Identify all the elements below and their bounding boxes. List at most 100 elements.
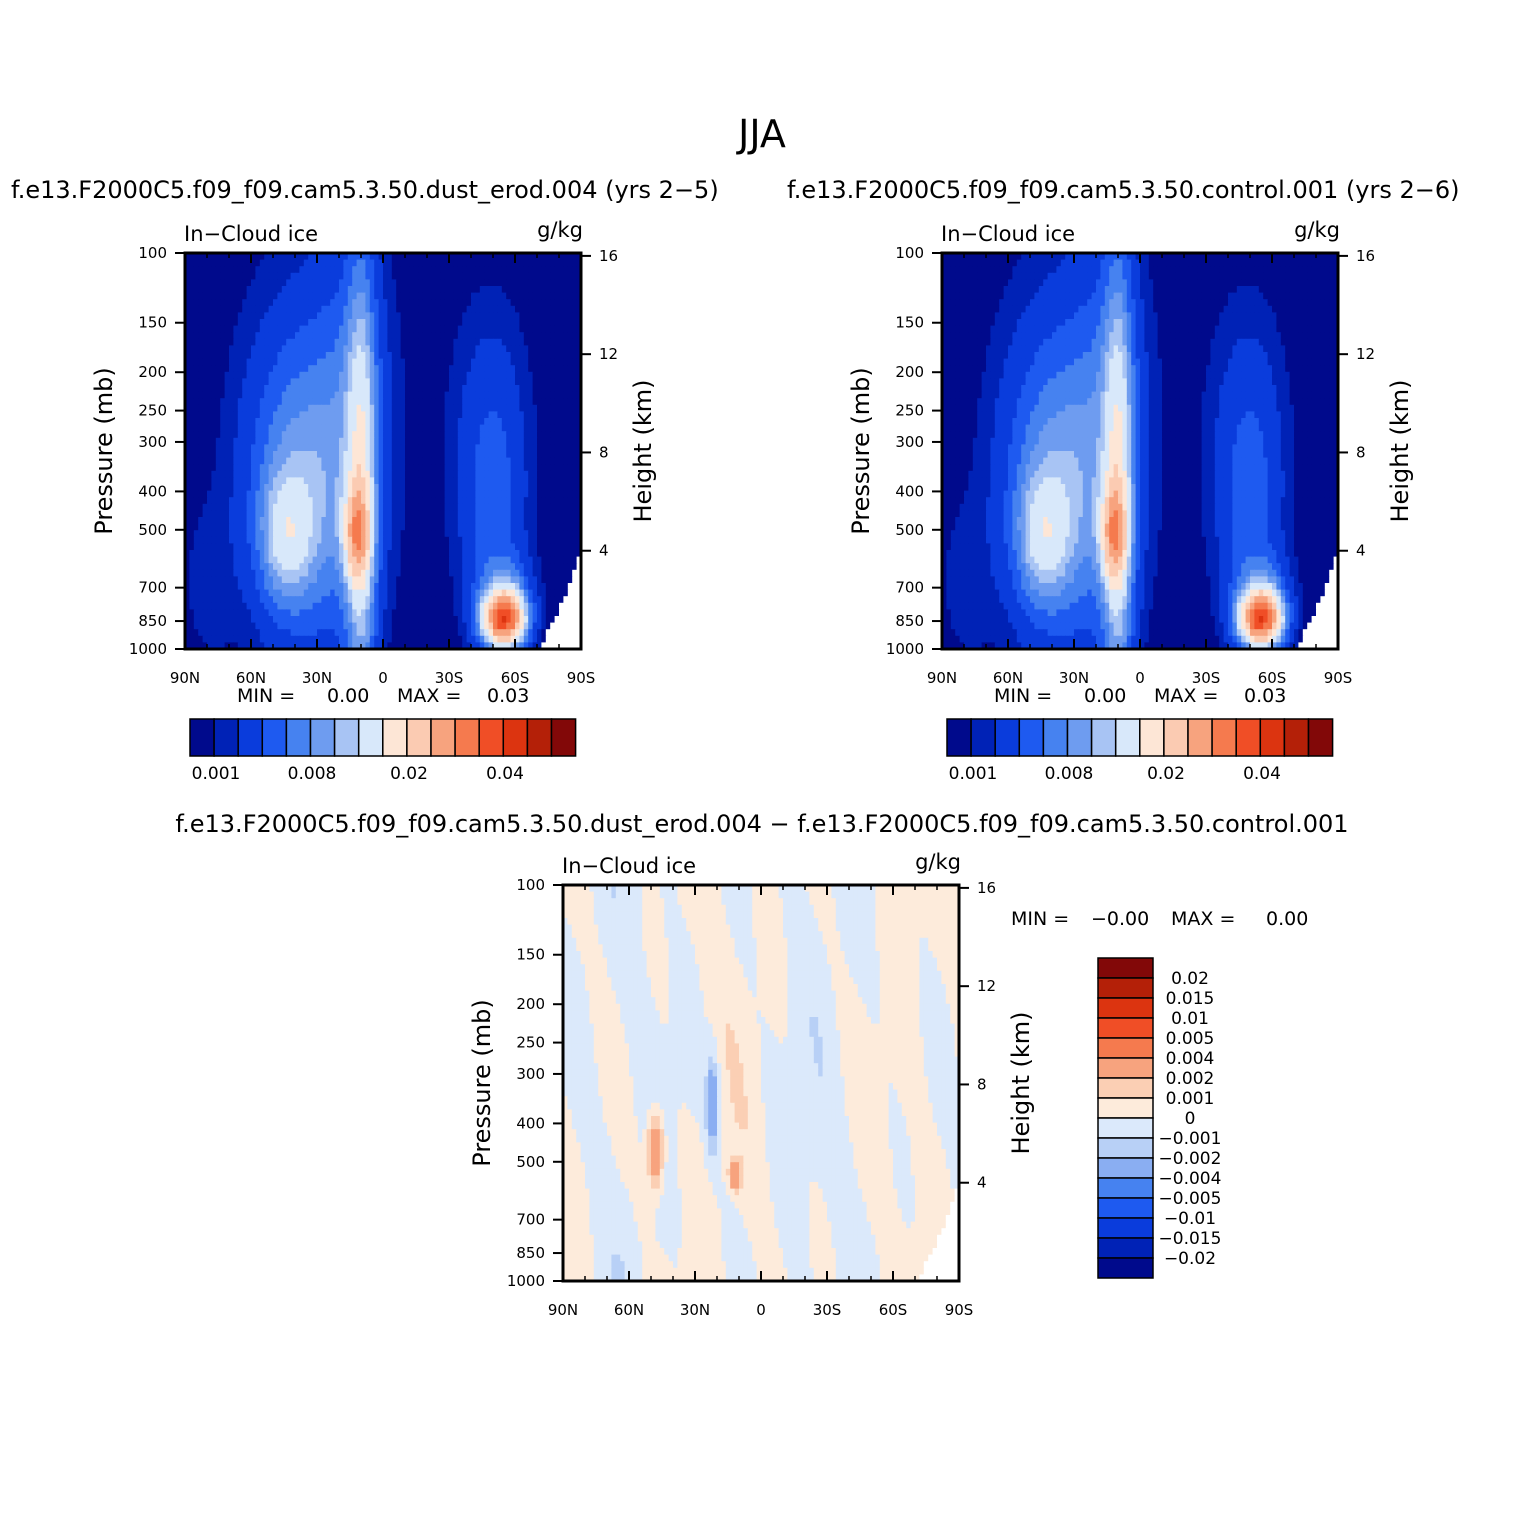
field-cell [277,398,283,406]
field-cell [528,510,534,518]
field-cell [224,569,230,577]
field-cell [387,550,393,558]
field-cell [268,576,274,584]
field-cell [497,437,503,445]
field-cell [202,325,208,333]
field-cell [347,358,353,366]
field-cell [378,358,384,366]
field-cell [563,325,569,333]
field-cell [361,391,366,399]
field-cell [312,583,318,591]
field-cell [427,517,432,525]
field-cell [457,530,463,538]
field-cell [189,404,195,412]
field-cell [523,609,529,617]
field-cell [233,569,239,577]
field-cell [321,556,327,564]
field-cell [545,563,551,571]
field-cell [299,411,305,419]
field-cell [391,312,397,320]
field-cell [352,279,358,287]
field-cell [427,371,432,379]
field-cell [273,470,278,478]
field-cell [493,272,498,280]
field-cell [431,576,437,584]
field-cell [365,523,371,531]
field-cell [290,431,296,439]
field-cell [383,378,388,386]
field-cell [576,530,582,538]
field-cell [541,338,547,346]
field-cell [330,332,336,340]
field-cell [251,418,256,426]
field-cell [352,569,358,577]
field-cell [347,596,353,604]
field-cell [202,523,208,531]
field-cell [563,576,569,584]
field-cell [506,259,512,267]
field-cell [220,358,226,366]
field-cell [405,563,410,571]
field-cell [343,543,349,551]
field-cell [435,404,441,412]
field-cell [259,484,265,492]
field-cell [532,602,538,610]
field-cell [427,312,432,320]
field-cell [255,358,261,366]
field-cell [537,596,542,604]
field-cell [572,319,578,327]
field-cell [185,451,190,459]
field-cell [224,556,230,564]
field-cell [576,292,582,300]
field-cell [528,563,534,571]
field-cell [255,464,261,472]
field-cell [413,404,419,412]
field-cell [387,602,393,610]
field-cell [431,305,437,313]
field-cell [471,589,476,597]
field-cell [198,424,204,432]
field-cell [365,371,371,379]
field-cell [378,457,384,465]
field-cell [334,431,340,439]
field-cell [523,358,529,366]
field-cell [563,424,569,432]
field-cell [488,596,494,604]
field-cell [559,484,564,492]
field-cell [383,583,388,591]
field-cell [242,437,248,445]
field-cell [251,596,256,604]
field-cell [325,398,331,406]
field-cell [479,550,485,558]
field-cell [537,385,542,393]
field-cell [457,358,463,366]
field-cell [255,325,261,333]
field-cell [251,411,256,419]
field-cell [400,424,406,432]
field-cell [251,563,256,571]
field-cell [211,543,217,551]
field-cell [339,319,344,327]
field-cell [308,556,314,564]
field-cell [290,319,296,327]
field-cell [343,530,349,538]
field-cell [554,352,560,360]
field-cell [264,470,270,478]
field-cell [295,358,300,366]
field-cell [251,352,256,360]
field-cell [554,431,560,439]
field-cell [259,385,265,393]
field-cell [281,325,287,333]
field-cell [501,563,507,571]
field-cell [413,484,419,492]
field-cell [497,292,503,300]
field-cell [541,444,547,452]
field-cell [400,576,406,584]
field-cell [255,286,261,294]
field-cell [365,338,371,346]
field-cell [484,437,490,445]
field-cell [479,576,485,584]
field-cell [378,503,384,511]
field-cell [242,279,248,287]
field-cell [488,569,494,577]
